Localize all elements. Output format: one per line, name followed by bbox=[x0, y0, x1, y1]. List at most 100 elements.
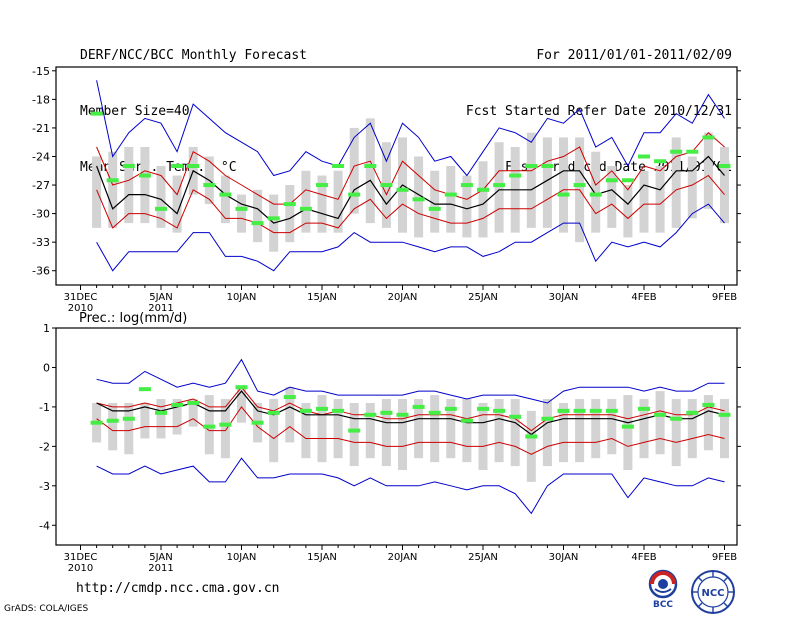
x-tick-label: 30JAN bbox=[549, 552, 579, 563]
plot-frame bbox=[55, 327, 738, 546]
grads-credit: GrADS: COLA/IGES bbox=[4, 604, 89, 614]
observation-marker bbox=[299, 408, 312, 413]
spread-box bbox=[687, 399, 697, 459]
spread-box bbox=[108, 402, 118, 451]
observation-marker bbox=[316, 406, 328, 411]
series-lower-line bbox=[96, 406, 725, 455]
observation-marker bbox=[348, 428, 361, 433]
observation-marker bbox=[380, 183, 393, 188]
spread-box bbox=[671, 137, 681, 228]
observation-marker bbox=[267, 216, 280, 221]
spread-box bbox=[526, 132, 536, 228]
spread-box bbox=[607, 166, 617, 228]
spread-box bbox=[92, 156, 102, 228]
observation-marker bbox=[702, 135, 715, 140]
observation-marker bbox=[235, 206, 248, 211]
spread-box bbox=[108, 151, 118, 228]
observation-marker bbox=[686, 149, 699, 154]
spread-box bbox=[720, 146, 729, 224]
observation-marker bbox=[364, 164, 377, 169]
spread-box bbox=[607, 399, 617, 455]
observation-marker bbox=[493, 183, 506, 188]
spread-box bbox=[542, 137, 552, 228]
series-mean-line bbox=[96, 390, 725, 436]
observation-marker bbox=[605, 178, 618, 183]
series-upper-line bbox=[96, 386, 725, 432]
series-lower-line bbox=[96, 174, 725, 234]
website-link[interactable]: http://cmdp.ncc.cma.gov.cn bbox=[76, 581, 280, 596]
observation-marker bbox=[267, 410, 280, 415]
spread-box bbox=[349, 402, 359, 467]
spread-box bbox=[317, 395, 327, 463]
series-upper-line bbox=[96, 131, 725, 205]
observation-marker bbox=[541, 416, 554, 421]
spread-box bbox=[253, 189, 263, 243]
observation-marker bbox=[235, 385, 248, 390]
spread-box bbox=[446, 166, 456, 233]
y-tick-label: -36 bbox=[32, 265, 50, 278]
forecast-started-date: Fcst Started Refer Date 2010/12/31 bbox=[465, 104, 732, 119]
spread-box bbox=[591, 399, 601, 459]
spread-box bbox=[285, 185, 295, 243]
spread-box bbox=[687, 156, 697, 219]
observation-marker bbox=[412, 197, 425, 202]
observation-marker bbox=[444, 406, 457, 411]
observation-marker bbox=[364, 412, 377, 417]
spread-box bbox=[398, 399, 407, 471]
spread-box bbox=[365, 118, 375, 224]
observation-marker bbox=[638, 154, 650, 159]
spread-box bbox=[446, 399, 456, 459]
spread-box bbox=[333, 399, 343, 459]
observation-marker bbox=[106, 178, 119, 183]
x-tick-label: 31DEC bbox=[64, 552, 98, 563]
spread-box bbox=[188, 399, 198, 427]
observation-marker bbox=[573, 183, 586, 188]
spread-box bbox=[140, 402, 150, 439]
series-min-line bbox=[96, 203, 725, 272]
y-tick-label: -33 bbox=[32, 236, 50, 249]
ncc-logo-text: NCC bbox=[701, 588, 724, 599]
spread-box bbox=[349, 127, 359, 214]
spread-box bbox=[671, 399, 681, 467]
spread-box bbox=[156, 399, 166, 439]
spread-box bbox=[703, 395, 713, 451]
observation-marker bbox=[477, 406, 489, 411]
bcc-logo-icon: BCC bbox=[648, 569, 678, 609]
observation-marker bbox=[686, 410, 699, 415]
spread-box bbox=[720, 399, 729, 459]
spread-box bbox=[510, 399, 520, 467]
spread-box bbox=[478, 402, 488, 471]
spread-box bbox=[430, 170, 440, 233]
series-min-line bbox=[96, 457, 725, 515]
observation-marker bbox=[90, 111, 103, 116]
observation-marker bbox=[203, 424, 216, 429]
y-tick-label: -2 bbox=[39, 440, 50, 453]
x-tick-label: 20JAN bbox=[388, 552, 418, 563]
x-tick-label: 15JAN bbox=[307, 552, 337, 563]
observation-marker bbox=[638, 406, 650, 411]
observation-marker bbox=[557, 408, 570, 413]
x-tick-label: 30JAN bbox=[549, 292, 579, 303]
spread-box bbox=[124, 402, 134, 455]
observation-marker bbox=[509, 173, 522, 178]
observation-marker bbox=[283, 202, 296, 207]
observation-marker bbox=[138, 173, 151, 178]
observation-marker bbox=[525, 434, 538, 439]
observation-marker bbox=[573, 408, 586, 413]
observation-marker bbox=[509, 414, 522, 419]
x-tick-label: 9FEB bbox=[712, 552, 737, 563]
spread-box bbox=[655, 166, 665, 233]
spread-box bbox=[237, 194, 246, 233]
observation-marker bbox=[283, 395, 296, 400]
x-tick-year-label: 2010 bbox=[68, 563, 93, 574]
observation-marker bbox=[155, 410, 167, 415]
panel-title: Prec.: log(mm/d) bbox=[79, 311, 187, 326]
observation-marker bbox=[106, 418, 119, 423]
spread-box bbox=[124, 146, 134, 224]
spread-box bbox=[172, 399, 182, 435]
spread-box bbox=[301, 170, 311, 233]
spread-box bbox=[655, 391, 665, 455]
spread-box bbox=[703, 132, 713, 209]
observation-marker bbox=[90, 420, 103, 425]
